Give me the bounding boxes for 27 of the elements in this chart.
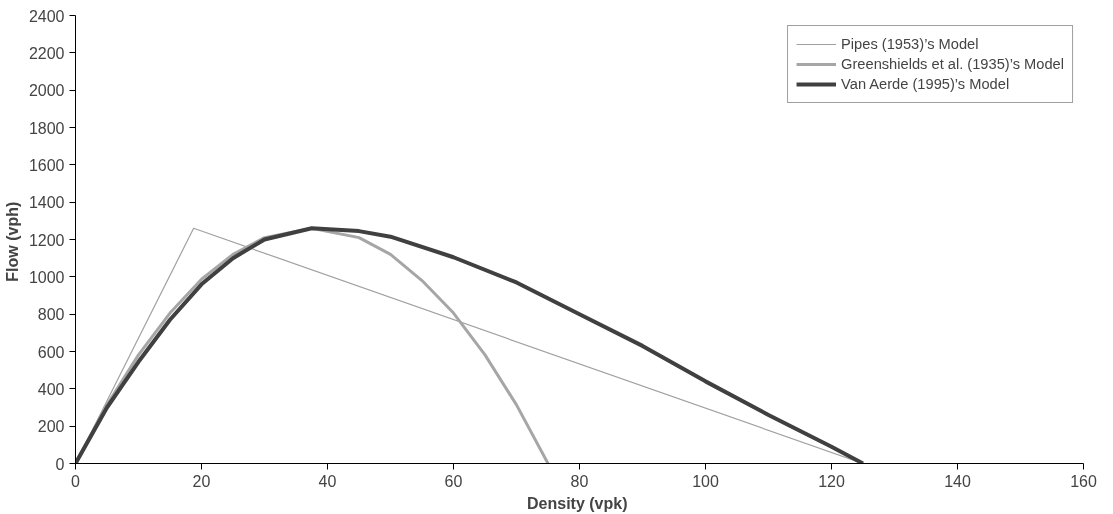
y-tick-label: 1400 <box>28 194 65 212</box>
y-tick-label: 1800 <box>28 119 65 137</box>
y-tick-label: 2400 <box>28 7 65 25</box>
y-tick-label: 1600 <box>28 156 65 174</box>
legend-label: Van Aerde (1995)’s Model <box>841 76 1010 92</box>
y-tick-label: 2000 <box>28 82 65 100</box>
y-tick-label: 0 <box>55 455 65 473</box>
x-tick-label: 140 <box>944 472 971 490</box>
x-tick-label: 120 <box>818 472 845 490</box>
y-tick-label: 600 <box>37 343 65 361</box>
y-axis-title: Flow (vph) <box>3 201 21 282</box>
x-tick-label: 40 <box>318 472 337 490</box>
y-tick-label: 400 <box>37 380 65 398</box>
x-axis-title: Density (vpk) <box>527 494 628 512</box>
legend-label: Pipes (1953)’s Model <box>841 36 979 52</box>
x-tick-label: 60 <box>444 472 463 490</box>
x-tick-label: 0 <box>71 472 81 490</box>
x-tick-label: 160 <box>1070 472 1097 490</box>
y-tick-label: 2200 <box>28 44 65 62</box>
y-tick-label: 800 <box>37 306 65 324</box>
x-tick-label: 100 <box>692 472 719 490</box>
y-tick-label: 1200 <box>28 231 65 249</box>
y-tick-label: 1000 <box>28 268 65 286</box>
x-tick-label: 20 <box>192 472 211 490</box>
x-tick-label: 80 <box>570 472 589 490</box>
legend-label: Greenshields et al. (1935)’s Model <box>841 56 1064 72</box>
y-tick-label: 200 <box>37 418 65 436</box>
